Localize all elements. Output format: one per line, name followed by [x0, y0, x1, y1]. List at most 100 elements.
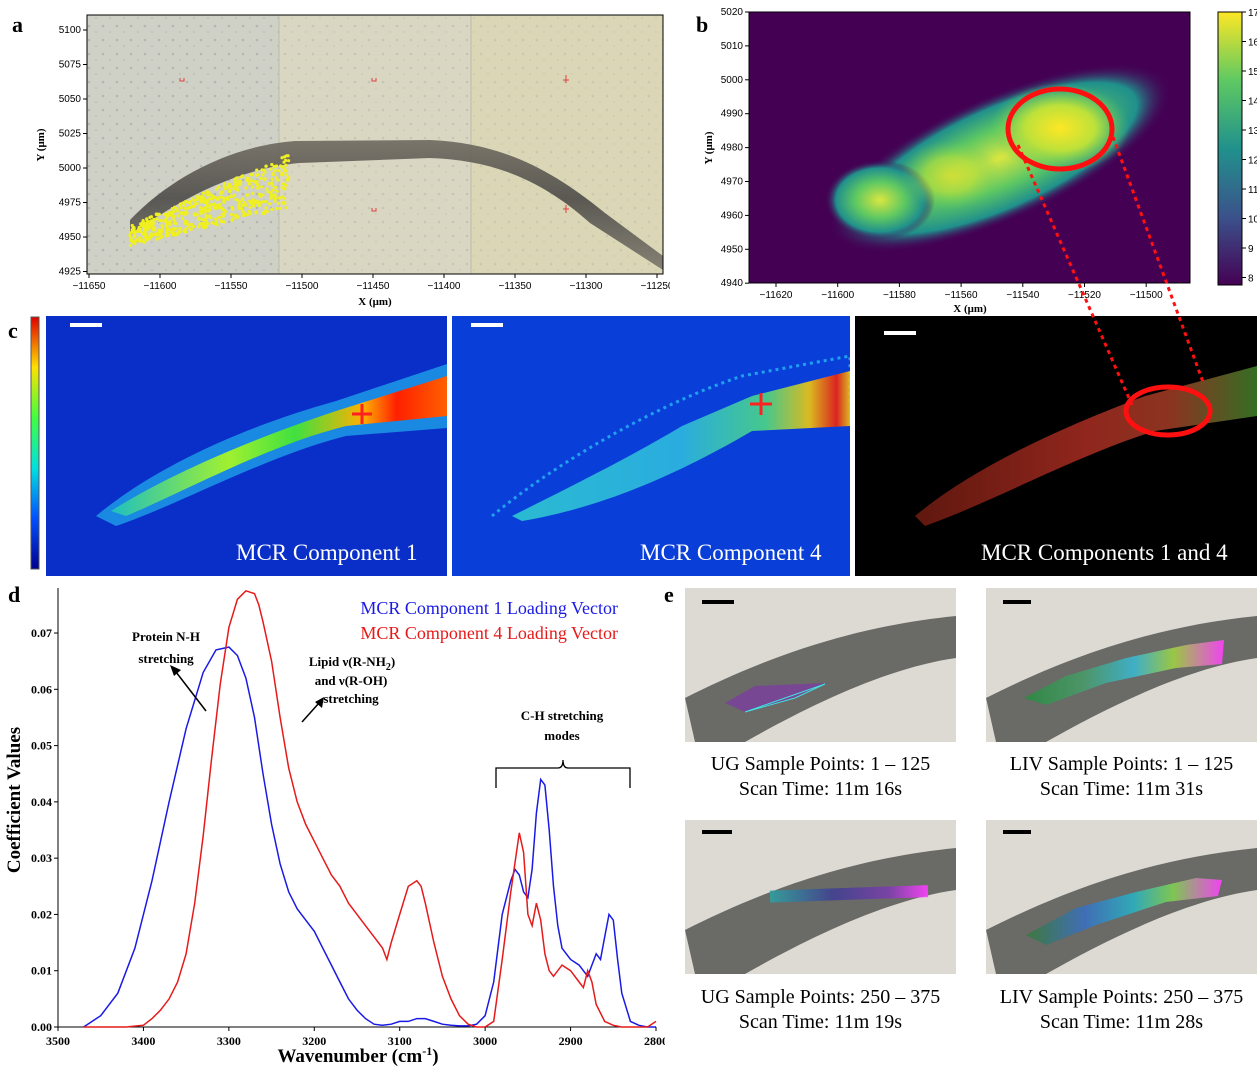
sample-point	[199, 211, 203, 215]
sample-point	[260, 168, 264, 172]
sample-point	[201, 191, 205, 195]
sample-point	[222, 212, 226, 216]
sample-point	[226, 197, 230, 201]
sample-point	[185, 211, 189, 215]
colorbar-tick-label: 11	[1248, 185, 1257, 196]
sample-point	[175, 209, 179, 213]
sample-point	[160, 235, 164, 239]
sample-point	[197, 225, 201, 229]
sample-point	[191, 225, 196, 229]
y-tick-label: 5100	[59, 25, 82, 36]
sample-point	[179, 206, 183, 210]
sample-point	[244, 203, 248, 207]
annotation-protein: Protein N-H	[132, 629, 200, 644]
sample-point	[245, 176, 249, 180]
scale-bar	[702, 600, 734, 604]
y-tick-label: 5075	[59, 60, 82, 71]
sample-point	[148, 215, 152, 219]
sample-point	[157, 228, 161, 232]
y-tick-label: 4925	[59, 267, 82, 278]
sample-point	[182, 203, 186, 207]
sample-point	[249, 201, 253, 205]
sample-point	[205, 222, 210, 226]
arrow-lipid-head	[315, 697, 324, 708]
sample-point	[132, 226, 136, 231]
sample-point	[195, 201, 199, 206]
panel-b-yticks: 5020 5010 5000 4990 4980 4970 4960 4950 4940	[721, 7, 749, 289]
sample-point	[282, 160, 286, 164]
sample-point	[287, 175, 291, 179]
sample-point	[223, 209, 227, 214]
sample-point	[168, 210, 172, 214]
sample-point	[187, 206, 192, 210]
sample-point	[158, 233, 162, 237]
mcr-label-1-and-4: MCR Components 1 and 4	[981, 540, 1228, 565]
sample-point	[275, 206, 279, 211]
sample-point	[268, 202, 272, 206]
colorbar-ticks: 17 16 15 14 13 12 11 10 9 8	[1242, 8, 1257, 285]
sample-point	[250, 179, 254, 183]
sample-point	[255, 179, 259, 184]
sample-point	[195, 198, 199, 202]
sample-point	[186, 200, 190, 205]
scale-bar	[702, 830, 732, 834]
sample-point	[281, 182, 286, 186]
sample-point	[261, 173, 265, 177]
panel-label-e: e	[664, 582, 674, 607]
x-tick-label: 3100	[388, 1034, 412, 1048]
sample-point	[271, 172, 275, 176]
colorbar-tick-label: 17	[1248, 8, 1257, 19]
sample-point	[237, 203, 241, 207]
sample-point	[130, 223, 134, 228]
legend-entry-2: MCR Component 4 Loading Vector	[360, 623, 618, 643]
sample-point	[281, 201, 285, 205]
sample-point	[275, 189, 279, 193]
sample-point	[178, 211, 183, 215]
sample-point	[211, 194, 215, 198]
sample-point	[269, 193, 273, 198]
annotation-ch: C-H stretching	[521, 708, 604, 723]
x-tick-label: −11620	[760, 290, 793, 301]
sample-point	[236, 215, 240, 219]
sample-point	[284, 206, 288, 210]
sample-point	[210, 197, 214, 201]
y-tick-label: 0.04	[31, 795, 52, 809]
colorbar-tick-label: 14	[1248, 97, 1257, 108]
sample-point	[284, 163, 288, 167]
colorbar-tick-label: 9	[1248, 244, 1254, 255]
y-tick-label: 0.02	[31, 907, 52, 921]
sample-point	[267, 182, 271, 186]
sample-point	[265, 187, 269, 191]
y-tick-label: 0.03	[31, 851, 52, 865]
sample-point	[166, 232, 170, 236]
sample-point	[217, 215, 221, 219]
sample-points-cluster	[128, 154, 291, 247]
panel-a-yticks: 5100 5075 5050 5025 5000 4975 4950 4925	[59, 25, 87, 278]
sample-point	[234, 176, 238, 180]
sample-point	[270, 183, 274, 187]
annotation-lipid: and ν(R-OH)	[315, 673, 388, 688]
panel-a-ylabel: Y (μm)	[35, 128, 47, 161]
scale-bar	[884, 331, 916, 335]
x-tick-label: −11600	[144, 281, 177, 292]
sample-point	[140, 221, 144, 225]
caption-ug-1: UG Sample Points: 1 – 125 Scan Time: 11m …	[710, 753, 931, 800]
x-tick-label: 2800	[644, 1034, 665, 1048]
sample-point	[241, 209, 245, 214]
sample-point	[172, 214, 176, 218]
sample-point	[209, 216, 213, 220]
sample-point	[259, 176, 263, 181]
sample-point	[150, 232, 154, 237]
sample-point	[221, 196, 225, 200]
sample-point	[205, 190, 209, 194]
sample-point	[274, 185, 278, 189]
sample-point	[183, 230, 188, 234]
mcr-components-combined-image	[855, 316, 1257, 576]
sample-point	[240, 207, 244, 211]
sample-point	[187, 224, 191, 228]
fiducial-markers	[179, 75, 569, 213]
sample-point	[242, 202, 246, 206]
sample-point	[199, 198, 203, 202]
sample-point	[264, 206, 268, 210]
sample-point	[150, 224, 154, 228]
